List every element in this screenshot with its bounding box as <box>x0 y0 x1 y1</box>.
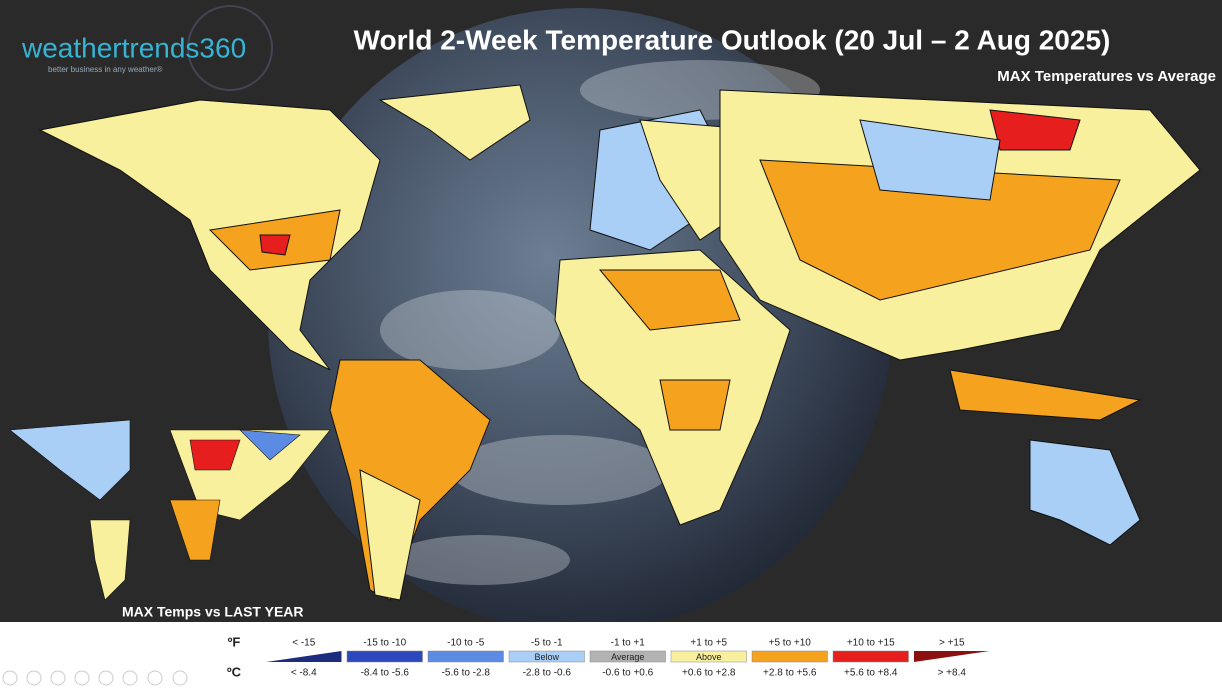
logo-name: weathertrends360 <box>21 32 246 63</box>
legend-c-label: > +8.4 <box>938 668 967 679</box>
legend-swatch <box>670 650 747 663</box>
tool-icon[interactable] <box>74 670 90 686</box>
legend-c-label: -8.4 to -5.6 <box>361 668 410 679</box>
tool-icon[interactable] <box>147 670 163 686</box>
legend-c-label: +0.6 to +2.8 <box>682 668 736 679</box>
legend-c-label: -0.6 to +0.6 <box>602 668 653 679</box>
legend-f-label: +10 to +15 <box>847 638 895 649</box>
legend-swatch <box>589 650 666 663</box>
legend-f-label: -5 to -1 <box>531 638 563 649</box>
inset-label: MAX Temps vs LAST YEAR <box>122 604 304 620</box>
legend-f-label: -10 to -5 <box>447 638 485 649</box>
title: World 2-Week Temperature Outlook (20 Jul… <box>354 24 1111 55</box>
legend-bin-name: Above <box>696 652 722 662</box>
legend-swatch <box>427 650 504 663</box>
legend-f-label: > +15 <box>939 638 965 649</box>
cloud-texture <box>380 60 820 585</box>
legend-swatch <box>508 650 585 663</box>
legend: < -15 < -8.4 -15 to -10 -8.4 to -5.6 -10 to … <box>266 638 990 679</box>
legend-swatch <box>751 650 828 663</box>
tool-icon[interactable] <box>172 670 188 686</box>
world-map <box>38 84 1201 601</box>
legend-swatch <box>832 650 909 663</box>
legend-bin-name: Average <box>611 652 644 662</box>
legend-c-label: -5.6 to -2.8 <box>442 668 491 679</box>
legend-swatch <box>914 651 990 662</box>
tool-icon[interactable] <box>50 670 66 686</box>
tool-icon[interactable] <box>26 670 42 686</box>
legend-f-label: -1 to +1 <box>611 638 646 649</box>
legend-bin-name: Below <box>534 652 559 662</box>
tool-icon[interactable] <box>2 670 18 686</box>
legend-c-label: +2.8 to +5.6 <box>763 668 817 679</box>
legend-f-label: < -15 <box>292 638 316 649</box>
legend-f-label: +5 to +10 <box>769 638 812 649</box>
unit-c: ºC <box>227 664 242 679</box>
inset-map <box>9 419 331 601</box>
unit-f: ºF <box>228 634 241 649</box>
tool-icon[interactable] <box>98 670 114 686</box>
legend-c-label: < -8.4 <box>291 668 317 679</box>
legend-f-label: +1 to +5 <box>690 638 727 649</box>
legend-c-label: +5.6 to +8.4 <box>844 668 898 679</box>
toolbar <box>2 670 188 686</box>
subtitle: MAX Temperatures vs Average <box>997 68 1216 85</box>
tool-icon[interactable] <box>122 670 138 686</box>
legend-swatch <box>266 651 342 662</box>
legend-c-label: -2.8 to -0.6 <box>523 668 572 679</box>
logo-tagline: better business in any weather® <box>48 65 163 74</box>
legend-swatch <box>346 650 423 663</box>
logo: weathertrends360 better business in any … <box>21 5 273 91</box>
legend-f-label: -15 to -10 <box>363 638 406 649</box>
